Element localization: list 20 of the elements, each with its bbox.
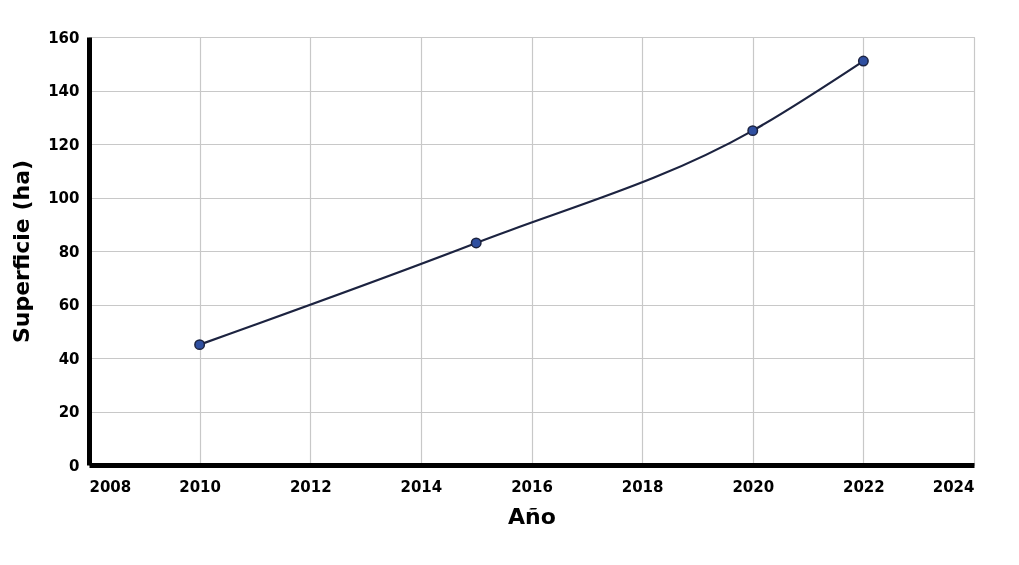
x-tick-label: 2008 — [89, 477, 132, 496]
x-tick-label: 2018 — [621, 477, 664, 496]
y-tick-label: 120 — [48, 135, 80, 154]
x-tick-label: 2016 — [511, 477, 553, 496]
y-tick-label: 20 — [58, 403, 80, 421]
y-tick-label: 140 — [48, 82, 80, 100]
y-tick-label: 0 — [69, 456, 80, 475]
y-tick-label: 160 — [48, 28, 80, 47]
y-tick-label: 100 — [48, 189, 80, 207]
y-tick-label: 60 — [58, 296, 80, 314]
y-axis-title: Superficie (ha) — [9, 159, 35, 344]
y-tick-label: 40 — [58, 349, 80, 368]
x-tick-label: 2014 — [400, 477, 443, 496]
y-tick-label: 80 — [58, 242, 80, 261]
x-axis-title: Año — [508, 503, 556, 529]
x-tick-label: 2024 — [932, 477, 975, 496]
x-tick-label: 2010 — [179, 477, 221, 496]
x-tick-label: 2022 — [843, 477, 885, 496]
x-tick-label: 2020 — [732, 477, 775, 496]
x-tick-label: 2012 — [289, 477, 332, 496]
